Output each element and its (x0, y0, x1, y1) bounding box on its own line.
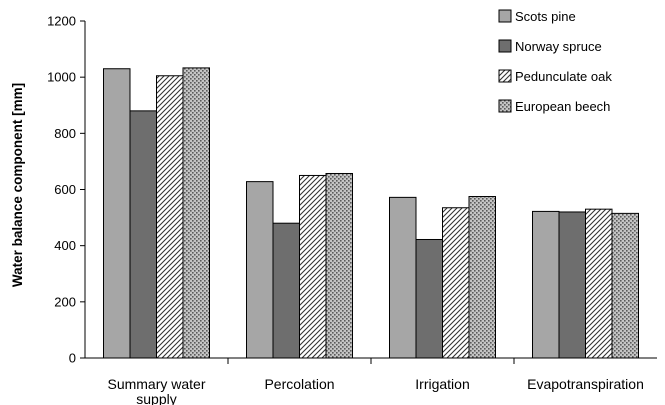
bar-pedunculate-oak-4 (585, 208, 613, 359)
x-tick-label: Irrigation (415, 376, 469, 392)
y-tick-label: 200 (54, 294, 76, 309)
bar-european-beech-4 (611, 212, 639, 359)
bar-european-beech-1 (182, 67, 210, 359)
bars-layer (103, 67, 639, 359)
legend: Scots pine Norway spruce Pedunculate oak Eu… (498, 9, 612, 114)
bar-pedunculate-oak-1 (156, 75, 184, 359)
legend-label-european-beech: European beech (515, 99, 610, 114)
bar-norway-spruce-1 (129, 110, 157, 359)
y-tick-label: 0 (69, 351, 76, 366)
bar-scots-pine-4 (532, 210, 560, 359)
x-tick-label: Summary water (107, 376, 205, 392)
x-tick-label: supply (136, 391, 176, 405)
bar-norway-spruce-4 (558, 211, 586, 359)
bar-european-beech-3 (468, 196, 496, 359)
y-tick-label: 1000 (47, 70, 76, 85)
bar-pedunculate-oak-3 (442, 207, 470, 359)
y-axis-title: Water balance component [mm] (10, 83, 25, 287)
y-tick-label: 600 (54, 182, 76, 197)
y-tick-label: 1200 (47, 14, 76, 29)
bar-pedunculate-oak-2 (299, 174, 327, 359)
x-tick-label: Percolation (264, 376, 334, 392)
legend-label-scots-pine: Scots pine (515, 9, 576, 24)
legend-label-norway-spruce: Norway spruce (515, 39, 602, 54)
legend-swatch-european-beech (498, 99, 512, 113)
y-tick-label: 800 (54, 126, 76, 141)
legend-swatch-scots-pine (498, 9, 512, 23)
legend-swatch-pedunculate-oak (498, 69, 512, 83)
bar-norway-spruce-2 (272, 222, 300, 359)
bar-norway-spruce-3 (415, 238, 443, 359)
legend-label-pedunculate-oak: Pedunculate oak (515, 69, 612, 84)
legend-swatch-norway-spruce (498, 39, 512, 53)
bar-european-beech-2 (325, 172, 353, 359)
bar-scots-pine-3 (389, 196, 417, 359)
bar-scots-pine-2 (246, 181, 274, 359)
x-tick-label: Evapotranspiration (527, 376, 644, 392)
y-tick-label: 400 (54, 238, 76, 253)
y-axis-title-group: Water balance component [mm] (10, 83, 25, 287)
bar-scots-pine-1 (103, 68, 131, 359)
